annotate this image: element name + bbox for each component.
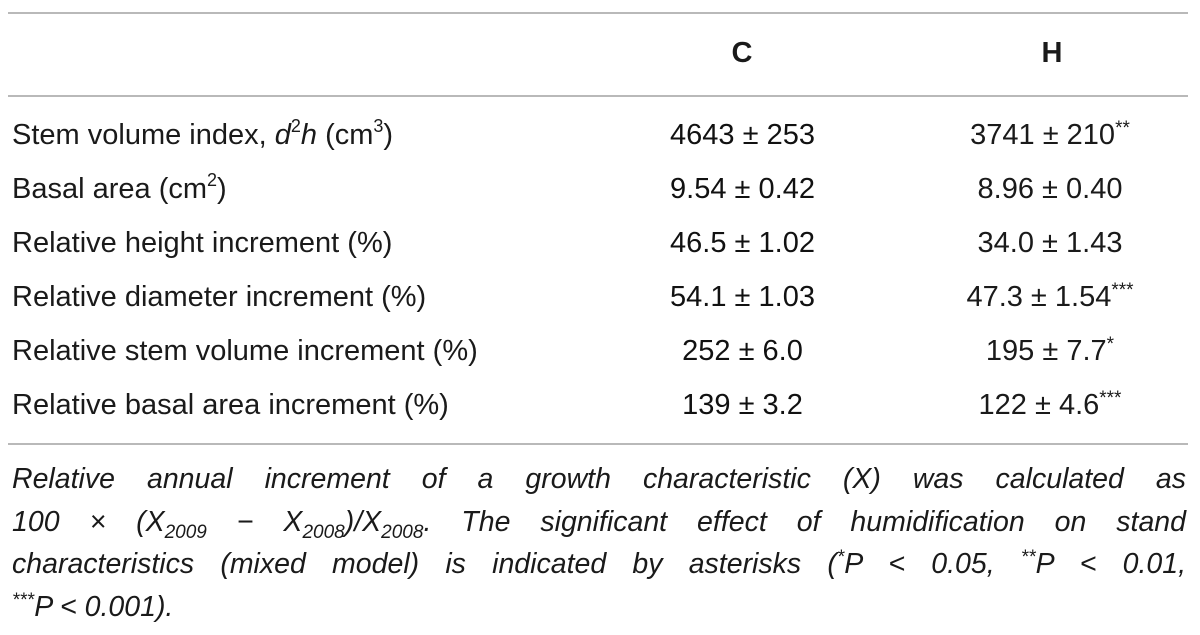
- significance-stars: ***: [1099, 388, 1122, 409]
- row-label-stem-volume-index: Stem volume index, d2h (cm3): [12, 116, 394, 151]
- table-top-rule: [8, 12, 1188, 14]
- significance-stars: *: [1106, 334, 1115, 355]
- cell-c-relative-stem-volume-increment: 252 ± 6.0: [682, 335, 803, 367]
- cell-h-basal-area: 8.96 ± 0.40: [977, 173, 1123, 205]
- cell-c-relative-basal-area-increment: 139 ± 3.2: [682, 389, 803, 421]
- cell-c-basal-area: 9.54 ± 0.42: [670, 173, 815, 205]
- cell-c-stem-volume-index: 4643 ± 253: [670, 119, 815, 151]
- column-header-h: H: [1041, 37, 1063, 69]
- row-label-relative-stem-volume-increment: Relative stem volume increment (%): [12, 335, 478, 367]
- cell-h-relative-diameter-increment: 47.3 ± 1.54***: [966, 280, 1134, 313]
- significance-stars: **: [1115, 118, 1130, 139]
- row-label-basal-area: Basal area (cm2): [12, 170, 227, 205]
- cell-c-relative-diameter-increment: 54.1 ± 1.03: [670, 281, 815, 313]
- footnote-line-3: characteristics (mixed model) is indicat…: [12, 547, 1186, 580]
- footnote-line-4: ***P < 0.001).: [12, 589, 174, 623]
- cell-h-relative-stem-volume-increment: 195 ± 7.7*: [985, 334, 1115, 367]
- cell-h-relative-height-increment: 34.0 ± 1.43: [977, 227, 1123, 259]
- row-label-relative-diameter-increment: Relative diameter increment (%): [12, 281, 427, 313]
- row-label-relative-basal-area-increment: Relative basal area increment (%): [12, 389, 449, 421]
- footnote-line-2: 100 × (X2009 − X2008)/X2008. The signifi…: [12, 505, 1187, 543]
- table-footnote: Relative annual increment of a growth ch…: [12, 458, 1186, 628]
- cell-c-relative-height-increment: 46.5 ± 1.02: [670, 227, 815, 259]
- cell-h-relative-basal-area-increment: 122 ± 4.6***: [978, 388, 1122, 421]
- row-label-relative-height-increment: Relative height increment (%): [12, 227, 393, 259]
- significance-stars: ***: [1111, 280, 1134, 301]
- column-header-c: C: [731, 37, 753, 69]
- cell-h-stem-volume-index: 3741 ± 210**: [970, 118, 1130, 151]
- footnote-line-1: Relative annual increment of a growth ch…: [12, 463, 1186, 495]
- table-bottom-rule: [8, 443, 1188, 445]
- table-header-rule: [8, 95, 1188, 97]
